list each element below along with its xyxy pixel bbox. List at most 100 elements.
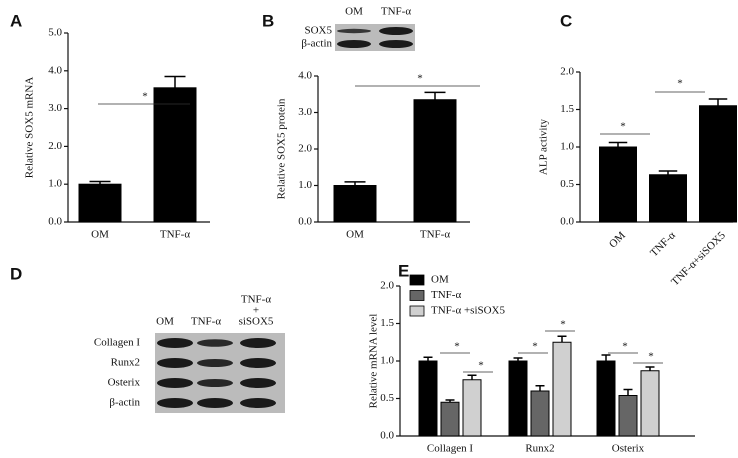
bar bbox=[618, 395, 638, 437]
bar bbox=[596, 360, 616, 437]
bar bbox=[552, 341, 572, 437]
annotation: * bbox=[142, 91, 148, 103]
bar bbox=[599, 146, 637, 223]
y-tick-label: 4.0 bbox=[298, 70, 312, 82]
blot-band bbox=[240, 398, 276, 408]
bar bbox=[413, 99, 457, 223]
blot-band bbox=[240, 378, 276, 388]
y-axis-label: Relative SOX5 protein bbox=[276, 98, 288, 199]
bar bbox=[699, 105, 737, 223]
y-tick-label: 1.0 bbox=[298, 179, 312, 191]
y-tick-label: 1.5 bbox=[380, 317, 394, 329]
y-axis-label: Relative mRNA level bbox=[368, 314, 380, 409]
y-tick-label: 0.5 bbox=[380, 392, 394, 404]
blot-band bbox=[240, 338, 276, 348]
x-tick-label: TNF-α bbox=[648, 229, 678, 259]
y-axis-label: Relative SOX5 mRNA bbox=[24, 77, 36, 178]
x-tick-label: Collagen I bbox=[427, 443, 473, 455]
blot-column-label: siSOX5 bbox=[239, 316, 274, 328]
blot-band bbox=[197, 339, 233, 347]
blot-band bbox=[379, 27, 413, 35]
blot-band bbox=[157, 338, 193, 348]
blot-column-label: TNF-α bbox=[191, 316, 221, 328]
y-tick-label: 0.0 bbox=[298, 216, 312, 228]
annotation: * bbox=[620, 121, 626, 133]
blot-row-label: Osterix bbox=[108, 377, 141, 389]
x-tick-label: OM bbox=[346, 229, 364, 241]
y-tick-label: 2.0 bbox=[48, 140, 62, 152]
y-tick-label: 2.0 bbox=[380, 280, 394, 292]
blot-column-label: OM bbox=[156, 316, 174, 328]
y-tick-label: 0.0 bbox=[48, 216, 62, 228]
y-tick-label: 0.0 bbox=[560, 216, 574, 228]
panel-letter: D bbox=[10, 264, 22, 283]
bar bbox=[78, 183, 122, 223]
bar bbox=[649, 174, 687, 223]
blot-band bbox=[197, 359, 233, 367]
legend-swatch bbox=[409, 290, 425, 301]
bar bbox=[333, 185, 377, 223]
blot-band bbox=[157, 378, 193, 388]
blot-row-label: Runx2 bbox=[111, 357, 140, 369]
x-tick-label: TNF-α bbox=[420, 229, 450, 241]
y-tick-label: 0.0 bbox=[380, 430, 394, 442]
bar bbox=[153, 87, 197, 223]
y-tick-label: 3.0 bbox=[298, 106, 312, 118]
blot-band bbox=[197, 379, 233, 387]
annotation: * bbox=[532, 341, 538, 353]
annotation: * bbox=[478, 360, 484, 372]
panel-letter: C bbox=[560, 11, 572, 30]
bar bbox=[418, 360, 438, 437]
y-tick-label: 2.0 bbox=[298, 143, 312, 155]
x-tick-label: OM bbox=[91, 229, 109, 241]
annotation: * bbox=[648, 351, 654, 363]
bar bbox=[530, 390, 550, 437]
y-tick-label: 4.0 bbox=[48, 64, 62, 76]
legend-label: TNF-α +siSOX5 bbox=[431, 305, 506, 317]
y-tick-label: 1.0 bbox=[380, 355, 394, 367]
bar bbox=[462, 379, 482, 437]
annotation: * bbox=[417, 73, 423, 85]
y-tick-label: 1.0 bbox=[48, 178, 62, 190]
x-tick-label: TNF-α bbox=[160, 229, 190, 241]
blot-row-label: Collagen I bbox=[94, 337, 140, 349]
panel-letter: A bbox=[10, 11, 22, 30]
bar bbox=[440, 401, 460, 437]
bar bbox=[640, 370, 660, 437]
annotation: * bbox=[560, 319, 566, 331]
blot-column-label: TNF-α bbox=[241, 294, 271, 306]
blot-band bbox=[197, 398, 233, 408]
x-tick-label: Runx2 bbox=[525, 443, 554, 455]
annotation: * bbox=[454, 341, 460, 353]
panel-letter: E bbox=[398, 261, 409, 280]
x-tick-label: Osterix bbox=[612, 443, 645, 455]
y-tick-label: 2.0 bbox=[560, 66, 574, 78]
annotation: * bbox=[677, 78, 683, 90]
blot-row-label: β-actin bbox=[301, 38, 332, 50]
y-axis-label: ALP activity bbox=[538, 118, 550, 175]
y-tick-label: 1.0 bbox=[560, 141, 574, 153]
panel-letter: B bbox=[262, 11, 274, 30]
x-tick-label: OM bbox=[607, 229, 628, 250]
legend-label: OM bbox=[431, 274, 449, 286]
blot-row-label: SOX5 bbox=[304, 25, 332, 37]
legend-label: TNF-α bbox=[431, 289, 461, 301]
blot-band bbox=[157, 358, 193, 368]
y-tick-label: 5.0 bbox=[48, 27, 62, 39]
blot-band bbox=[157, 398, 193, 408]
blot-band bbox=[379, 40, 413, 48]
legend-swatch bbox=[409, 274, 425, 286]
y-tick-label: 1.5 bbox=[560, 103, 574, 115]
bar bbox=[508, 360, 528, 437]
y-tick-label: 3.0 bbox=[48, 102, 62, 114]
blot-column-label: OM bbox=[345, 6, 363, 18]
y-tick-label: 0.5 bbox=[560, 178, 574, 190]
legend-swatch bbox=[409, 305, 425, 317]
annotation: * bbox=[622, 341, 628, 353]
blot-band bbox=[240, 358, 276, 368]
blot-row-label: β-actin bbox=[109, 397, 140, 409]
blot-column-label: + bbox=[253, 305, 259, 317]
blot-column-label: TNF-α bbox=[381, 6, 411, 18]
x-tick-label: TNF-α+siSOX5 bbox=[669, 229, 728, 288]
